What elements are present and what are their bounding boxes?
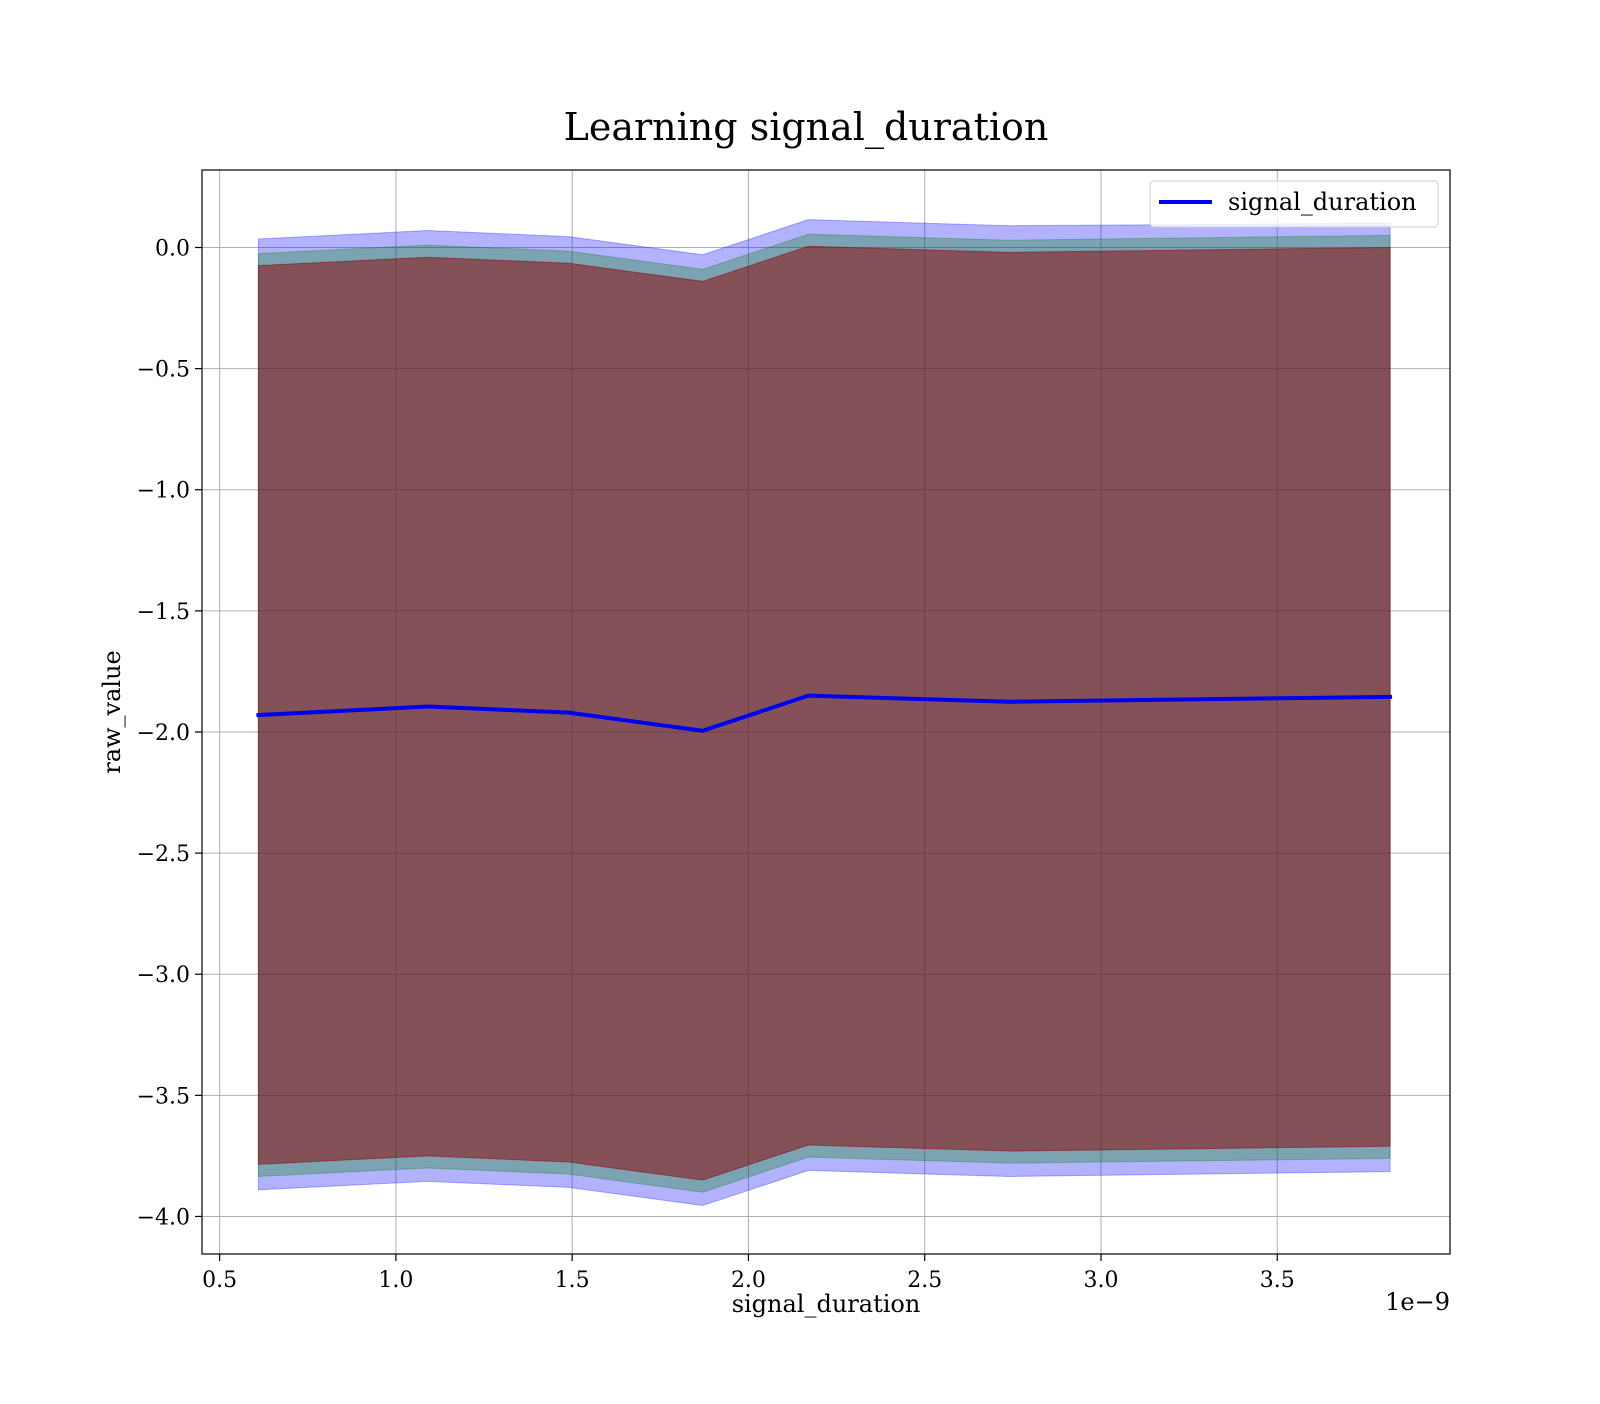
x-tick-label: 2.0 xyxy=(731,1268,766,1293)
line-layer xyxy=(256,693,1393,733)
legend[interactable]: signal_duration xyxy=(1149,180,1439,228)
legend-box xyxy=(1149,180,1439,228)
y-axis-ticks: 0.0 −0.5 −1.0 −1.5 −2.0 −2.5 −3.0 −3.5 −4.0 xyxy=(137,237,202,1230)
band-inner xyxy=(257,245,1391,1181)
x-tick-label: 3.5 xyxy=(1260,1268,1295,1293)
chart-title: Learning signal_duration xyxy=(564,105,1049,150)
x-tick-label: 1.5 xyxy=(555,1268,590,1293)
y-tick-label: −3.0 xyxy=(137,963,190,988)
x-axis-ticks: 0.5 1.0 1.5 2.0 2.5 3.0 3.5 xyxy=(202,1254,1295,1293)
legend-label: signal_duration xyxy=(1228,188,1417,216)
series-line xyxy=(256,693,1393,733)
y-tick-label: 0.0 xyxy=(155,237,190,262)
y-tick-label: −1.0 xyxy=(137,479,190,504)
x-tick-label: 3.0 xyxy=(1083,1268,1118,1293)
x-axis-offset-label: 1e−9 xyxy=(1385,1288,1450,1316)
x-tick-label: 2.5 xyxy=(907,1268,942,1293)
x-axis-label: signal_duration xyxy=(732,1290,921,1318)
y-tick-label: −3.5 xyxy=(137,1084,190,1109)
y-axis-label: raw_value xyxy=(98,650,126,774)
y-tick-label: −2.0 xyxy=(137,721,190,746)
plot-frame xyxy=(201,169,1451,1255)
y-tick-label: −0.5 xyxy=(137,358,190,383)
y-tick-label: −1.5 xyxy=(137,600,190,625)
x-tick-label: 0.5 xyxy=(202,1268,237,1293)
y-tick-label: −4.0 xyxy=(137,1205,190,1230)
band-layer xyxy=(257,219,1391,1207)
x-tick-label: 1.0 xyxy=(378,1268,413,1293)
y-tick-label: −2.5 xyxy=(137,842,190,867)
